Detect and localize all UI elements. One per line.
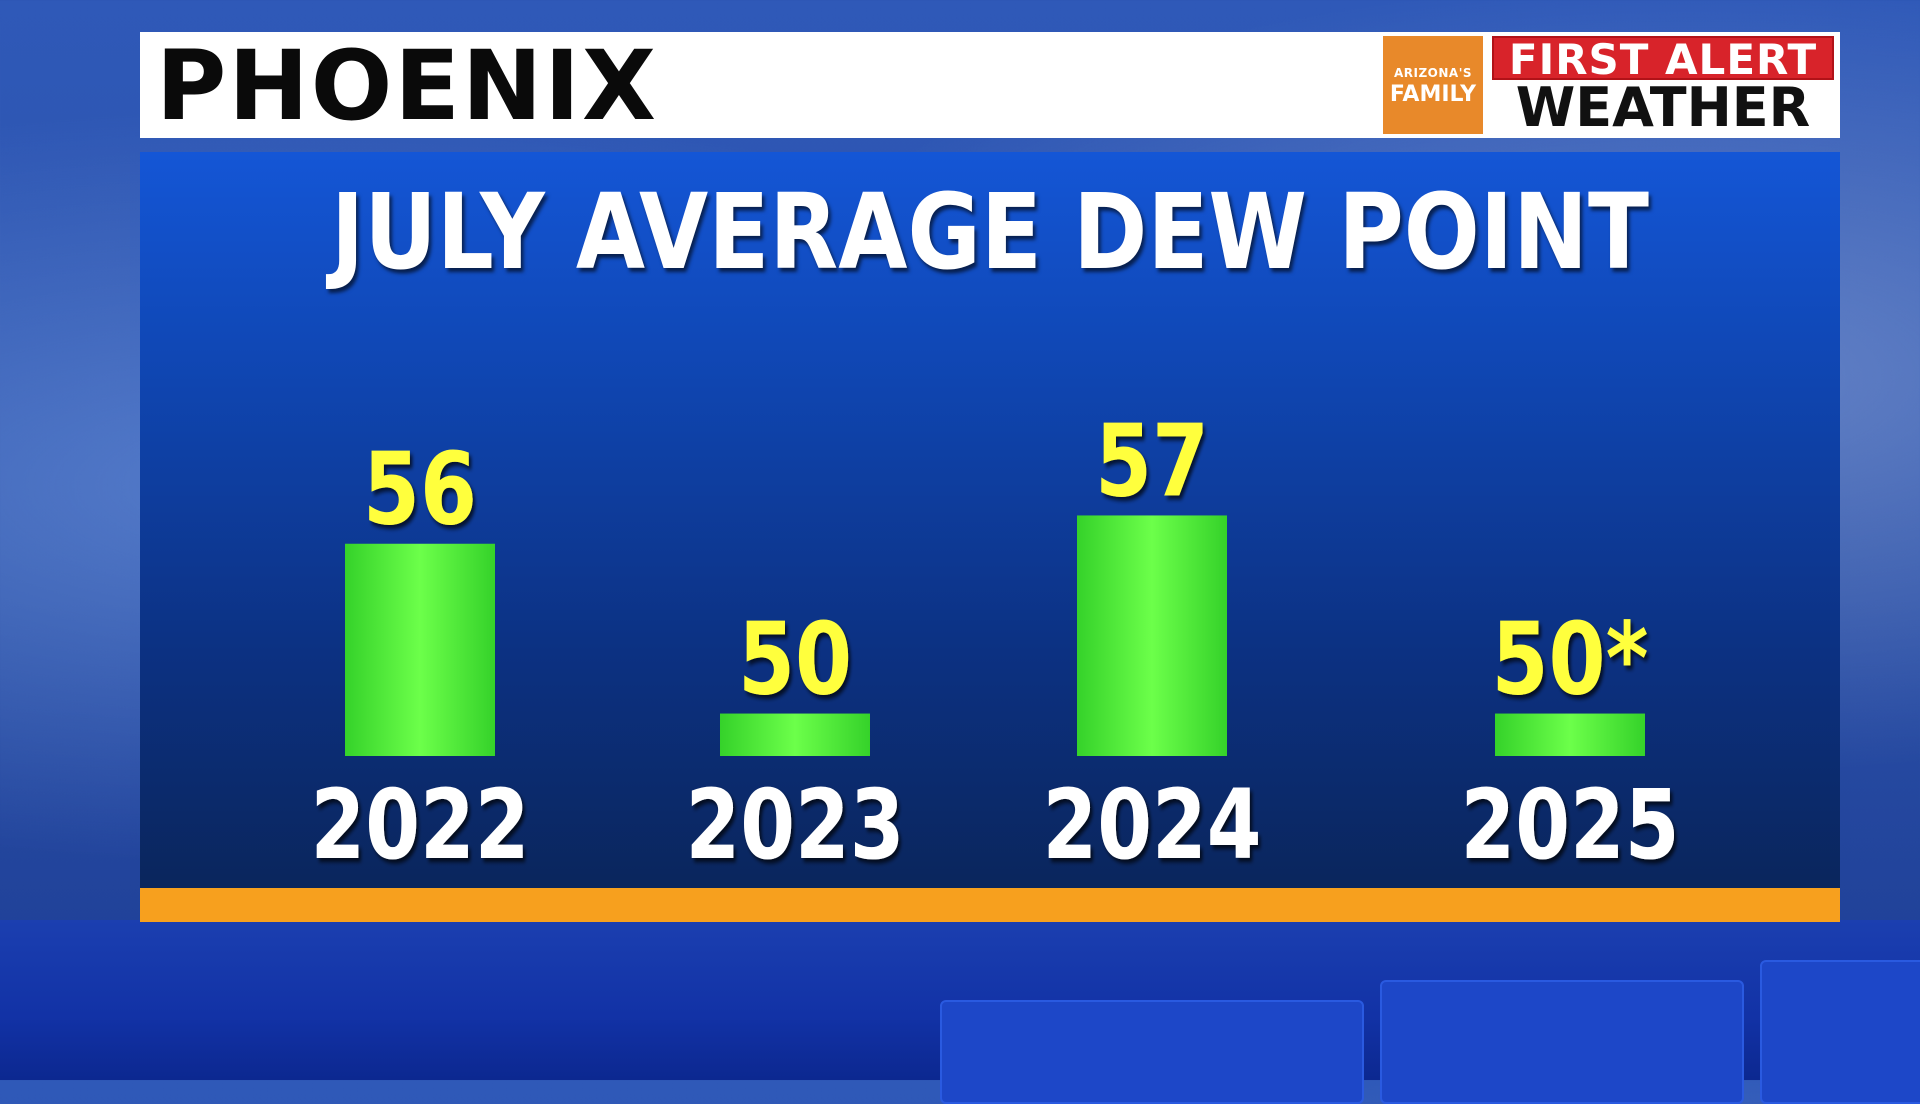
category-label-2025: 2025	[1460, 769, 1679, 881]
category-label-2023: 2023	[685, 769, 904, 881]
background-tile	[940, 1000, 1364, 1104]
chart-panel: JULY AVERAGE DEW POINT 56 2022 50 2023 57 202…	[140, 152, 1840, 922]
bar-2024	[1077, 515, 1227, 756]
station-logo: ARIZONA'S FAMILY	[1383, 36, 1483, 134]
bar-2025	[1495, 713, 1645, 756]
background-tile	[1760, 960, 1920, 1104]
background-tile	[1380, 980, 1744, 1104]
value-label-2025: 50*	[1492, 601, 1649, 718]
accent-stripe	[140, 888, 1840, 922]
value-label-2024: 57	[1095, 402, 1209, 519]
chart-title: JULY AVERAGE DEW POINT	[331, 171, 1649, 293]
category-label-2024: 2024	[1042, 769, 1261, 881]
background-floor	[0, 920, 1920, 1104]
station-logo-line1: ARIZONA'S	[1393, 66, 1473, 80]
category-label-2022: 2022	[310, 769, 529, 881]
value-label-2022: 56	[363, 431, 477, 548]
bar-chart: 56 2022 50 2023 57 2024 50* 2025	[310, 402, 1679, 881]
header-bar: PHOENIX ARIZONA'S FAMILY FIRST ALERT WEA…	[140, 32, 1840, 138]
first-alert-logo-top: FIRST ALERT	[1492, 36, 1834, 82]
first-alert-logo-bottom: WEATHER	[1515, 76, 1811, 139]
bar-2023	[720, 713, 870, 756]
station-logo-line2: FAMILY	[1389, 82, 1477, 107]
first-alert-logo: FIRST ALERT WEATHER	[1492, 36, 1834, 139]
bar-2022	[345, 543, 495, 756]
value-label-2023: 50	[738, 601, 852, 718]
city-title: PHOENIX	[156, 30, 658, 142]
